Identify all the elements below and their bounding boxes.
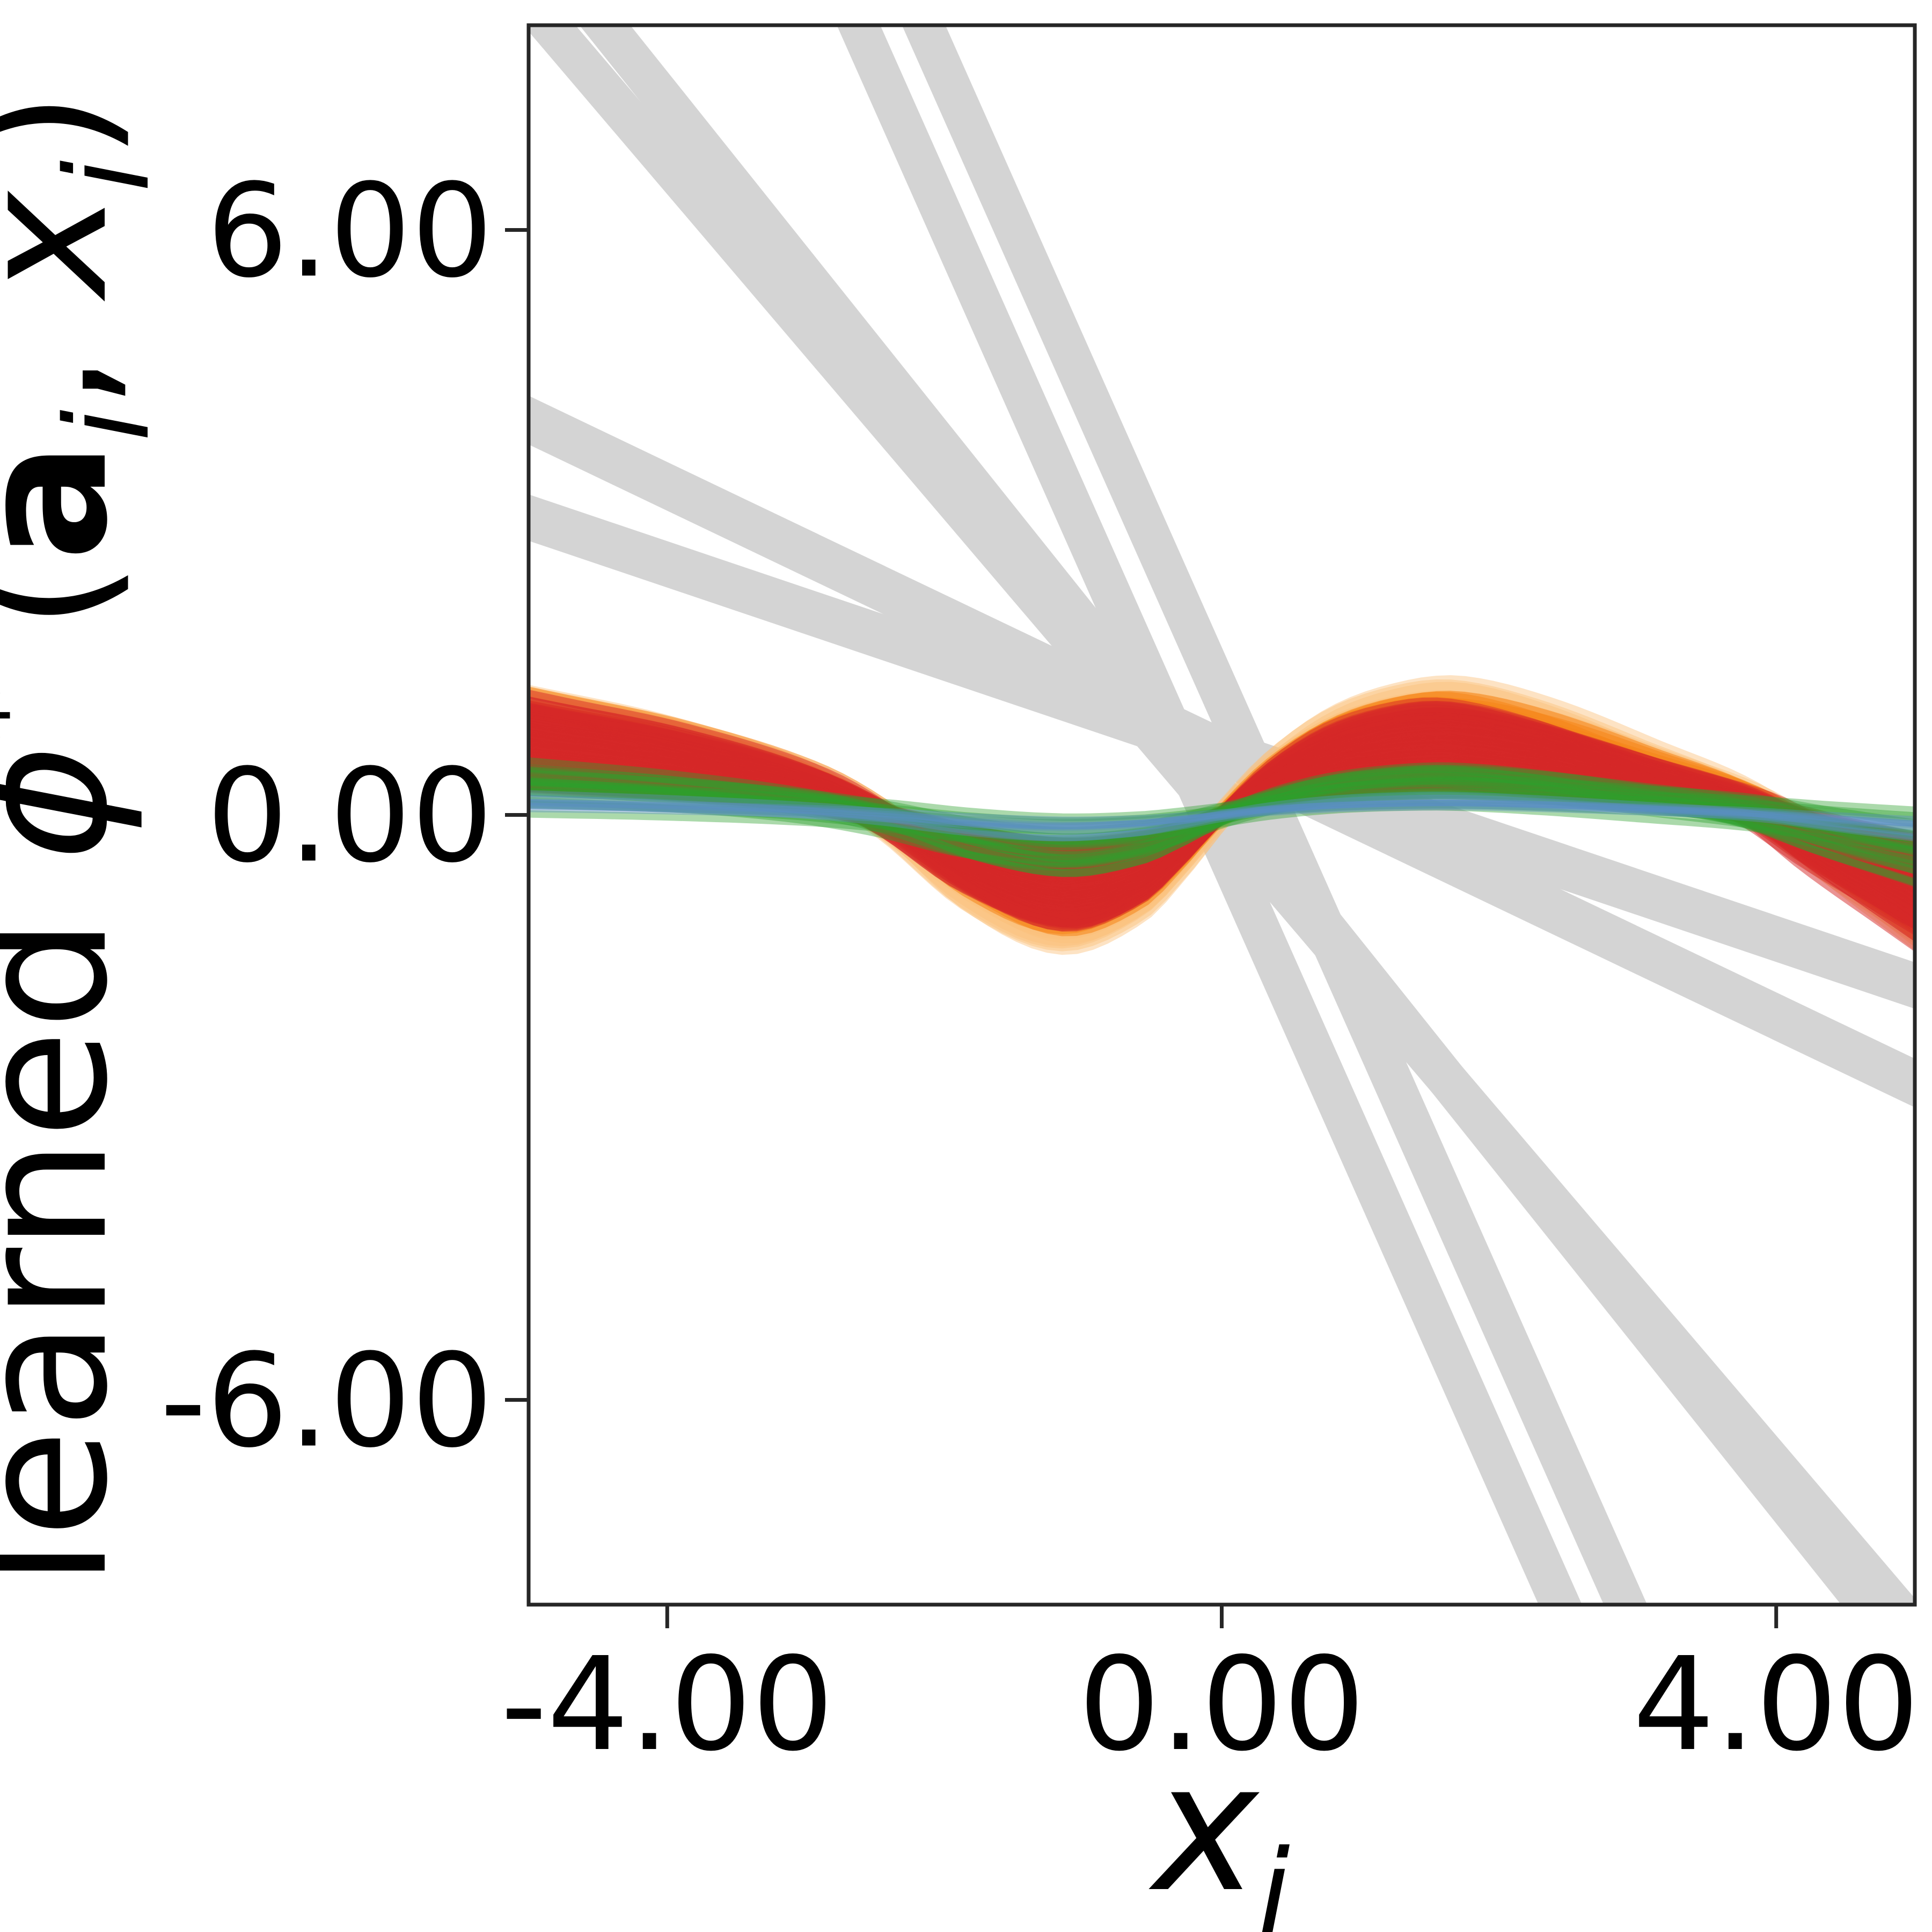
green-small-amplitude-curve	[529, 769, 1915, 888]
x-tick-label-0.00: 0.00	[1078, 1629, 1365, 1780]
blue-small-amplitude-curve	[529, 802, 1915, 830]
blue-small-amplitude-curve	[529, 794, 1915, 841]
y-axis-label: learned ϕ* (ai, xi)	[0, 91, 175, 1587]
learned-function-curves	[529, 675, 1915, 955]
gray-line-3	[902, 25, 1648, 1605]
red-core-curve	[529, 707, 1915, 916]
axis-ticks	[505, 228, 1779, 1628]
green-small-amplitude-curve	[529, 794, 1915, 827]
red-core-curve	[529, 730, 1915, 907]
blue-small-amplitude-curve	[529, 797, 1915, 841]
green-small-amplitude-curve	[529, 801, 1915, 835]
axis-tick-labels: 6.00 0.00 -6.00 -4.00 0.00 4.00	[160, 156, 1920, 1780]
green-small-amplitude-curve	[529, 772, 1915, 857]
blue-small-amplitude-curve	[529, 790, 1915, 837]
x-axis-label: xi	[1148, 1725, 1290, 1932]
green-small-amplitude-curve	[529, 790, 1915, 868]
green-small-amplitude-curve	[529, 771, 1915, 886]
green-small-amplitude-curve	[529, 777, 1915, 851]
green-small-amplitude-curve	[529, 779, 1915, 874]
green-small-amplitude-curve	[529, 788, 1915, 843]
blue-small-amplitude-curve	[529, 799, 1915, 823]
green-small-amplitude-curve	[529, 765, 1915, 848]
gray-line-2	[837, 25, 1582, 1605]
green-small-amplitude-curve	[529, 781, 1915, 844]
green-small-amplitude-curve	[529, 775, 1915, 871]
y-tick-label--6.00: -6.00	[160, 1326, 493, 1476]
blue-small-amplitude-curve	[529, 800, 1915, 830]
y-tick-label-6.00: 6.00	[207, 156, 493, 306]
gray-line-5	[529, 494, 1915, 1009]
green-small-amplitude-curve	[529, 788, 1915, 825]
green-small-amplitude-curve	[529, 782, 1915, 869]
green-small-amplitude-curve	[529, 757, 1915, 862]
x-tick-label-4.00: 4.00	[1633, 1629, 1920, 1780]
y-tick-label-0.00: 0.00	[207, 741, 493, 891]
green-small-amplitude-curve	[529, 782, 1915, 821]
green-small-amplitude-curve	[529, 792, 1915, 853]
green-small-amplitude-curve	[529, 765, 1915, 875]
green-small-amplitude-curve	[529, 770, 1915, 835]
blue-small-amplitude-curve	[529, 799, 1915, 829]
green-small-amplitude-curve	[529, 803, 1915, 854]
x-tick-label--4.00: -4.00	[501, 1629, 834, 1780]
green-small-amplitude-curve	[529, 764, 1915, 859]
green-small-amplitude-curve	[529, 777, 1915, 841]
blue-small-amplitude-curve	[529, 804, 1915, 831]
